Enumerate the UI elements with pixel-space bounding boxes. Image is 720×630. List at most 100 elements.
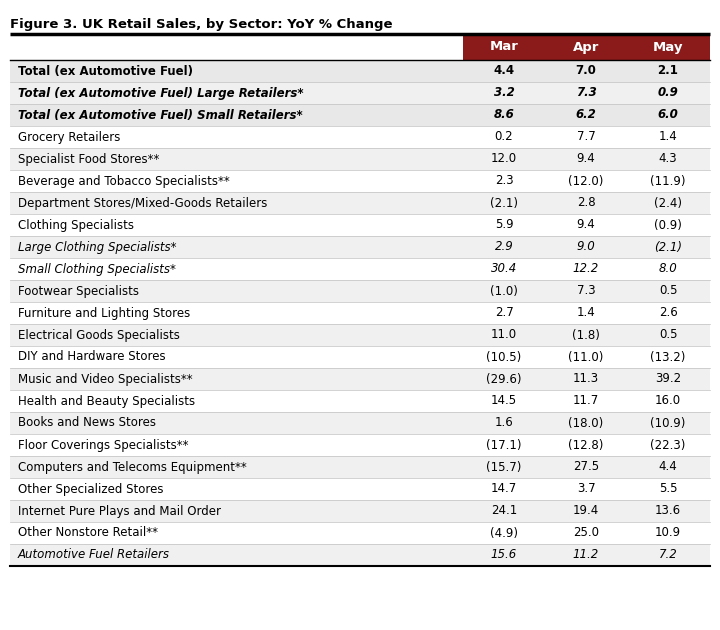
Bar xyxy=(10,82,710,104)
Text: Other Specialized Stores: Other Specialized Stores xyxy=(18,483,163,496)
Text: (11.9): (11.9) xyxy=(650,175,685,188)
Text: (11.0): (11.0) xyxy=(568,350,603,364)
Text: Furniture and Lighting Stores: Furniture and Lighting Stores xyxy=(18,307,190,319)
Text: Clothing Specialists: Clothing Specialists xyxy=(18,219,134,231)
Text: Computers and Telecoms Equipment**: Computers and Telecoms Equipment** xyxy=(18,461,247,474)
Text: (12.0): (12.0) xyxy=(568,175,603,188)
Text: (13.2): (13.2) xyxy=(650,350,685,364)
Text: 6.2: 6.2 xyxy=(575,108,596,122)
Text: Floor Coverings Specialists**: Floor Coverings Specialists** xyxy=(18,438,189,452)
Text: 7.2: 7.2 xyxy=(659,549,678,561)
Text: 3.2: 3.2 xyxy=(494,86,514,100)
Text: 5.5: 5.5 xyxy=(659,483,678,496)
Text: 0.2: 0.2 xyxy=(495,130,513,144)
Bar xyxy=(10,522,710,544)
Text: 8.0: 8.0 xyxy=(659,263,678,275)
Text: 15.6: 15.6 xyxy=(491,549,517,561)
Bar xyxy=(10,434,710,456)
Text: 39.2: 39.2 xyxy=(655,372,681,386)
Text: Department Stores/Mixed-Goods Retailers: Department Stores/Mixed-Goods Retailers xyxy=(18,197,267,210)
Bar xyxy=(10,192,710,214)
Text: Specialist Food Stores**: Specialist Food Stores** xyxy=(18,152,159,166)
Bar xyxy=(463,34,710,60)
Text: Total (ex Automotive Fuel) Large Retailers*: Total (ex Automotive Fuel) Large Retaile… xyxy=(18,86,304,100)
Text: 14.7: 14.7 xyxy=(491,483,517,496)
Text: Grocery Retailers: Grocery Retailers xyxy=(18,130,120,144)
Text: (10.5): (10.5) xyxy=(487,350,521,364)
Text: Health and Beauty Specialists: Health and Beauty Specialists xyxy=(18,394,195,408)
Text: (29.6): (29.6) xyxy=(486,372,522,386)
Text: May: May xyxy=(653,40,683,54)
Text: DIY and Hardware Stores: DIY and Hardware Stores xyxy=(18,350,166,364)
Text: Apr: Apr xyxy=(573,40,599,54)
Text: 14.5: 14.5 xyxy=(491,394,517,408)
Text: 2.7: 2.7 xyxy=(495,307,513,319)
Text: 9.0: 9.0 xyxy=(577,241,595,253)
Text: 2.3: 2.3 xyxy=(495,175,513,188)
Text: 12.2: 12.2 xyxy=(573,263,599,275)
Text: 7.3: 7.3 xyxy=(575,86,596,100)
Text: 13.6: 13.6 xyxy=(655,505,681,517)
Text: 4.4: 4.4 xyxy=(659,461,678,474)
Bar xyxy=(10,104,710,126)
Text: 1.6: 1.6 xyxy=(495,416,513,430)
Text: 30.4: 30.4 xyxy=(491,263,517,275)
Text: 12.0: 12.0 xyxy=(491,152,517,166)
Bar xyxy=(10,456,710,478)
Bar xyxy=(10,126,710,148)
Text: 25.0: 25.0 xyxy=(573,527,599,539)
Text: 19.4: 19.4 xyxy=(573,505,599,517)
Text: 7.0: 7.0 xyxy=(575,64,596,77)
Text: (0.9): (0.9) xyxy=(654,219,682,231)
Text: Mar: Mar xyxy=(490,40,518,54)
Text: 7.3: 7.3 xyxy=(577,285,595,297)
Bar xyxy=(10,324,710,346)
Bar xyxy=(10,544,710,566)
Text: Footwear Specialists: Footwear Specialists xyxy=(18,285,139,297)
Text: (2.4): (2.4) xyxy=(654,197,682,210)
Text: Beverage and Tobacco Specialists**: Beverage and Tobacco Specialists** xyxy=(18,175,230,188)
Text: Total (ex Automotive Fuel) Small Retailers*: Total (ex Automotive Fuel) Small Retaile… xyxy=(18,108,302,122)
Bar xyxy=(10,236,710,258)
Text: 10.9: 10.9 xyxy=(655,527,681,539)
Bar xyxy=(10,500,710,522)
Text: (17.1): (17.1) xyxy=(486,438,522,452)
Text: 0.5: 0.5 xyxy=(659,328,678,341)
Text: 5.9: 5.9 xyxy=(495,219,513,231)
Bar xyxy=(10,390,710,412)
Text: 0.5: 0.5 xyxy=(659,285,678,297)
Text: 6.0: 6.0 xyxy=(657,108,678,122)
Text: 4.3: 4.3 xyxy=(659,152,678,166)
Bar xyxy=(10,148,710,170)
Text: 11.2: 11.2 xyxy=(573,549,599,561)
Bar xyxy=(10,258,710,280)
Text: 11.3: 11.3 xyxy=(573,372,599,386)
Text: (2.1): (2.1) xyxy=(490,197,518,210)
Text: Automotive Fuel Retailers: Automotive Fuel Retailers xyxy=(18,549,170,561)
Text: (1.8): (1.8) xyxy=(572,328,600,341)
Text: Figure 3. UK Retail Sales, by Sector: YoY % Change: Figure 3. UK Retail Sales, by Sector: Yo… xyxy=(10,18,392,31)
Text: 0.9: 0.9 xyxy=(657,86,678,100)
Bar xyxy=(10,368,710,390)
Text: 9.4: 9.4 xyxy=(577,219,595,231)
Text: 9.4: 9.4 xyxy=(577,152,595,166)
Text: (4.9): (4.9) xyxy=(490,527,518,539)
Text: 4.4: 4.4 xyxy=(493,64,515,77)
Text: 11.7: 11.7 xyxy=(573,394,599,408)
Text: Large Clothing Specialists*: Large Clothing Specialists* xyxy=(18,241,176,253)
Text: 2.9: 2.9 xyxy=(495,241,513,253)
Text: 3.7: 3.7 xyxy=(577,483,595,496)
Bar xyxy=(10,280,710,302)
Text: (2.1): (2.1) xyxy=(654,241,682,253)
Text: 2.6: 2.6 xyxy=(659,307,678,319)
Text: 1.4: 1.4 xyxy=(577,307,595,319)
Text: 8.6: 8.6 xyxy=(494,108,514,122)
Text: 2.8: 2.8 xyxy=(577,197,595,210)
Text: 27.5: 27.5 xyxy=(573,461,599,474)
Text: Books and News Stores: Books and News Stores xyxy=(18,416,156,430)
Text: Internet Pure Plays and Mail Order: Internet Pure Plays and Mail Order xyxy=(18,505,221,517)
Text: 24.1: 24.1 xyxy=(491,505,517,517)
Bar xyxy=(10,346,710,368)
Text: Music and Video Specialists**: Music and Video Specialists** xyxy=(18,372,193,386)
Text: 16.0: 16.0 xyxy=(655,394,681,408)
